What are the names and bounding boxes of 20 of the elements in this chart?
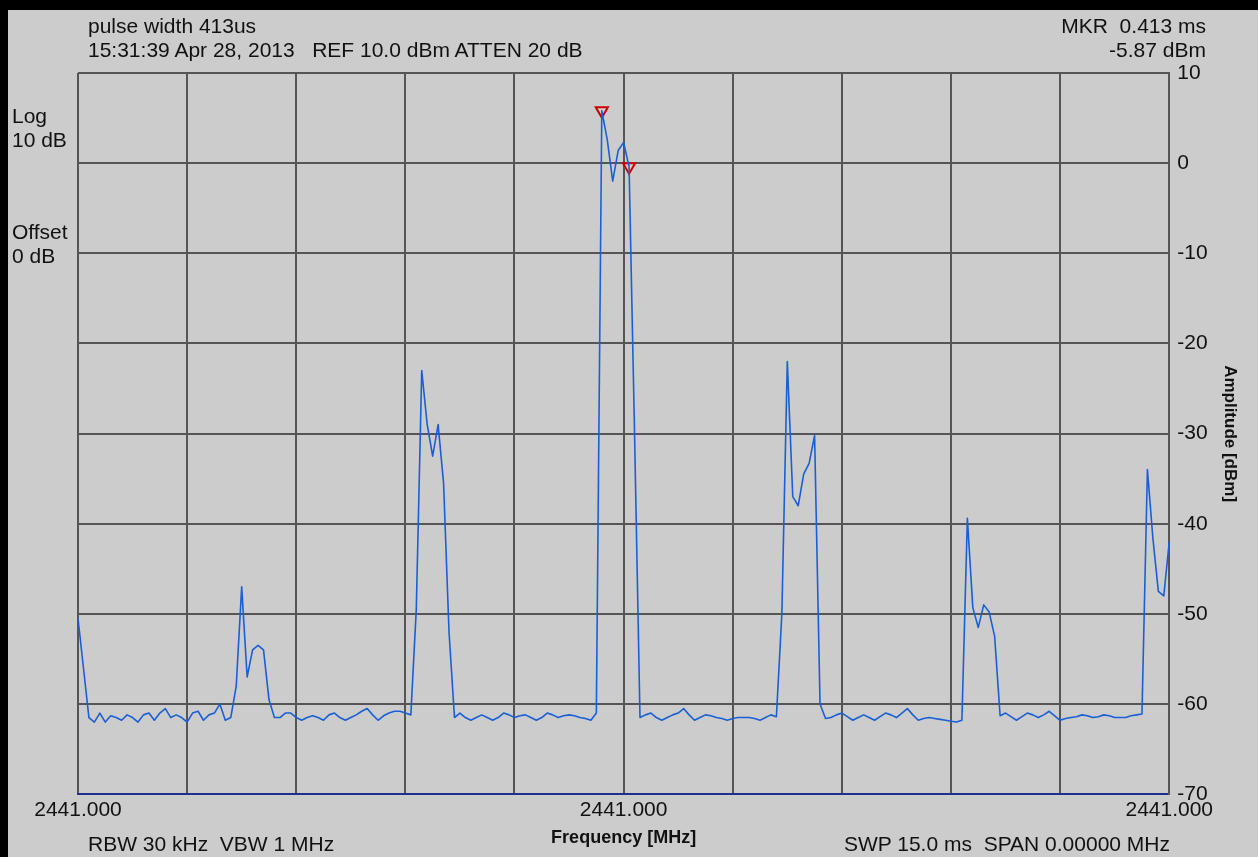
text: -5.87 dBm: [1109, 38, 1206, 62]
y-tick-label: -20: [1177, 330, 1208, 354]
text: RBW 30 kHz VBW 1 MHz: [88, 832, 335, 856]
x-tick-label: 2441.000: [34, 796, 122, 820]
y-tick-label: 0: [1177, 149, 1189, 173]
text: SWP 15.0 ms SPAN 0.00000 MHz: [843, 832, 1170, 856]
x-tick-label: 2441.000: [579, 796, 668, 820]
y-tick-label: -30: [1177, 420, 1208, 444]
text: Offset 0 dB: [12, 220, 68, 268]
y-tick-label: -60: [1177, 690, 1208, 714]
x-axis-title: Frequency [MHz]: [551, 827, 697, 848]
text: pulse width 413us: [88, 14, 257, 38]
text: Log 10 dB: [12, 104, 67, 152]
y-tick-label: -50: [1177, 600, 1208, 624]
text: MKR 0.413 ms: [1061, 14, 1206, 38]
y-axis-title: Amplitude [dBm]: [1221, 365, 1241, 503]
y-tick-label: -10: [1177, 240, 1208, 264]
y-tick-label: 10: [1177, 59, 1201, 83]
text: 15:31:39 Apr 28, 2013 REF 10.0 dBm ATTEN 20 dB: [88, 38, 583, 62]
y-tick-label: -40: [1177, 510, 1208, 534]
